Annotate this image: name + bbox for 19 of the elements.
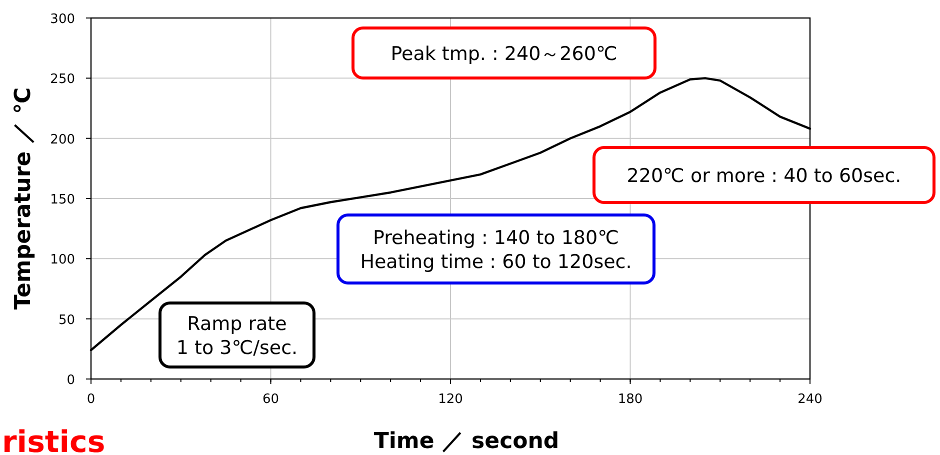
annotation: Peak tmp. : 240～260℃ <box>390 43 618 65</box>
annotation: Preheating : 140 to 180℃ Heating time : 60 to 120sec. <box>360 227 632 273</box>
y-tick-label: 150 <box>50 192 75 208</box>
x-tick-label: 240 <box>798 392 822 407</box>
annotation: 220℃ or more : 40 to 60sec. <box>626 165 902 187</box>
x-tick-label: 120 <box>438 392 463 407</box>
y-axis-title: Temperature ／ ℃ <box>11 87 36 310</box>
x-tick-label: 180 <box>618 392 643 407</box>
y-tick-label: 100 <box>50 252 75 268</box>
annotation: Ramp rate 1 to 3℃/sec. <box>176 313 298 359</box>
text: ristics <box>2 425 106 455</box>
x-axis-title: Time ／ second <box>374 429 560 454</box>
y-tick-label: 250 <box>50 72 75 88</box>
y-tick-label: 0 <box>66 373 75 388</box>
y-tick-label: 200 <box>50 132 75 148</box>
y-tick-label: 300 <box>50 12 75 27</box>
x-tick-label: 60 <box>262 392 280 407</box>
y-tick-label: 50 <box>58 312 75 328</box>
x-tick-label: 0 <box>86 392 96 407</box>
